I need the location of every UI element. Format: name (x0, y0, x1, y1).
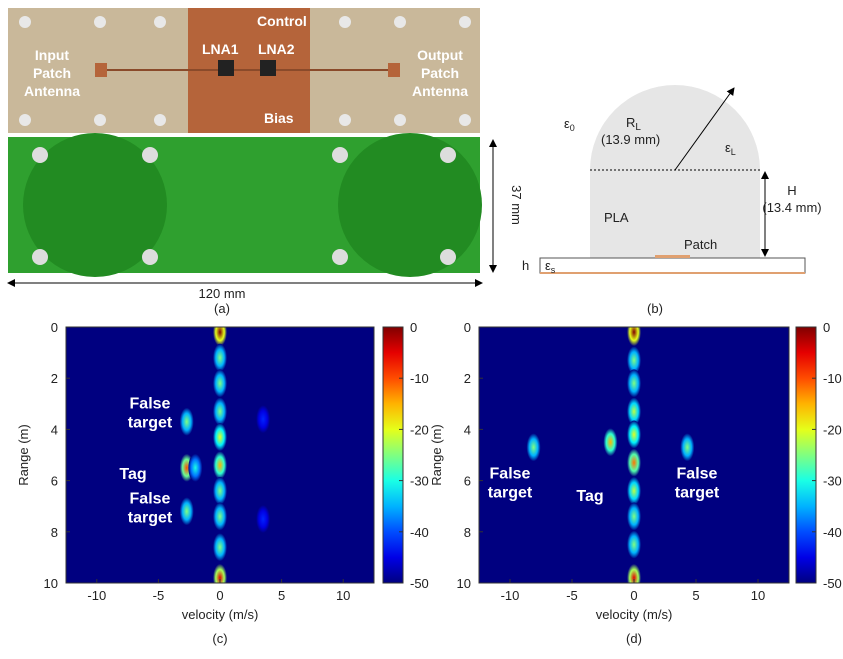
label: Bias (264, 110, 294, 126)
x-tick-label: -5 (153, 588, 165, 603)
caption: (a) (214, 301, 230, 316)
label: PLA (604, 210, 629, 225)
colorbar (796, 327, 816, 583)
annotation: Tag (576, 488, 603, 505)
y-tick-label: 2 (51, 371, 58, 386)
y-axis-label: Range (m) (429, 424, 444, 485)
spot (627, 369, 641, 397)
spot (627, 318, 641, 346)
y-tick-label: 6 (464, 474, 471, 489)
colorbar-tick-label: -10 (410, 371, 429, 386)
spot (188, 454, 202, 482)
label: ε0 (564, 116, 575, 133)
panel-b: ε0 RL (13.9 mm) εL H (13.4 mm) PLA Patch… (522, 85, 822, 316)
spot (627, 477, 641, 505)
spot (213, 397, 227, 425)
label: Patch (684, 237, 717, 252)
label: Control (257, 13, 307, 29)
label: h (522, 258, 529, 273)
spot (627, 449, 641, 477)
spot (213, 423, 227, 451)
caption: (d) (626, 631, 642, 646)
y-tick-label: 4 (51, 422, 58, 437)
spot (213, 344, 227, 372)
spot (213, 533, 227, 561)
spot (256, 505, 270, 533)
y-axis-label: Range (m) (16, 424, 31, 485)
y-tick-label: 0 (464, 320, 471, 335)
spot (213, 477, 227, 505)
colorbar-tick-label: 0 (823, 320, 830, 335)
y-tick-label: 10 (44, 576, 58, 591)
colorbar-tick-label: -40 (410, 525, 429, 540)
x-tick-label: 5 (692, 588, 699, 603)
spot (627, 531, 641, 559)
y-tick-label: 2 (464, 371, 471, 386)
spot (680, 433, 694, 461)
dimension: 37 mm (509, 185, 524, 225)
label: (13.4 mm) (762, 200, 821, 215)
colorbar-tick-label: 0 (410, 320, 417, 335)
label: H (787, 183, 796, 198)
colorbar-tick-label: -50 (823, 576, 842, 591)
x-tick-label: -5 (566, 588, 578, 603)
lens (590, 85, 760, 258)
x-axis-label: velocity (m/s) (182, 607, 259, 622)
colorbar-tick-label: -10 (823, 371, 842, 386)
spot (627, 502, 641, 530)
spot (213, 451, 227, 479)
y-tick-label: 10 (457, 576, 471, 591)
spot (603, 428, 617, 456)
spot (213, 502, 227, 530)
y-tick-label: 4 (464, 422, 471, 437)
caption: (b) (647, 301, 663, 316)
x-tick-label: -10 (501, 588, 520, 603)
colorbar-tick-label: -30 (823, 474, 842, 489)
colorbar-tick-label: -50 (410, 576, 429, 591)
x-tick-label: 0 (630, 588, 637, 603)
spot (213, 369, 227, 397)
label: LNA1 (202, 41, 239, 57)
x-tick-label: 5 (278, 588, 285, 603)
spot (527, 433, 541, 461)
x-tick-label: 0 (216, 588, 223, 603)
colorbar-tick-label: -40 (823, 525, 842, 540)
colorbar-tick-label: -30 (410, 474, 429, 489)
y-tick-label: 0 (51, 320, 58, 335)
caption: (c) (212, 631, 227, 646)
spot (213, 318, 227, 346)
spot (627, 421, 641, 449)
colorbar-tick-label: -20 (823, 422, 842, 437)
colorbar-tick-label: -20 (410, 422, 429, 437)
label: (13.9 mm) (601, 132, 660, 147)
y-tick-label: 8 (464, 525, 471, 540)
x-axis-label: velocity (m/s) (596, 607, 673, 622)
x-tick-label: 10 (751, 588, 765, 603)
spot (180, 408, 194, 436)
label: LNA2 (258, 41, 295, 57)
x-tick-label: 10 (336, 588, 350, 603)
dimension: 120 mm (199, 286, 246, 301)
annotation: Tag (119, 466, 146, 483)
figure: Control LNA1 LNA2 Bias InputPatchAntenna… (0, 0, 843, 659)
x-tick-label: -10 (87, 588, 106, 603)
y-tick-label: 6 (51, 474, 58, 489)
colorbar (383, 327, 403, 583)
spot (256, 405, 270, 433)
spot (180, 497, 194, 525)
y-tick-label: 8 (51, 525, 58, 540)
